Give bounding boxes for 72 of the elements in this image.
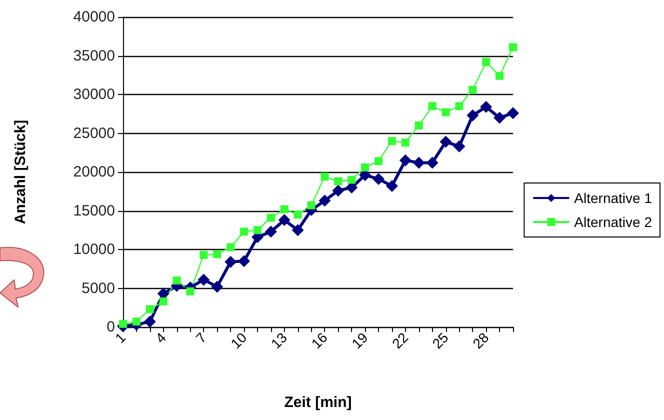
- point: [372, 172, 385, 185]
- point: [399, 154, 412, 166]
- y-tick-label: 30000: [73, 86, 115, 103]
- point: [374, 157, 383, 166]
- point: [172, 276, 181, 284]
- x-tick-label: 7: [192, 329, 210, 346]
- point: [144, 316, 156, 328]
- point: [264, 226, 277, 238]
- point: [482, 58, 490, 66]
- point: [213, 250, 222, 258]
- point: [224, 256, 237, 268]
- y-tick-label: 10000: [73, 241, 115, 258]
- point: [278, 214, 290, 226]
- point: [280, 205, 288, 214]
- point: [466, 109, 479, 122]
- point: [320, 172, 329, 181]
- point: [240, 228, 248, 236]
- y-tick-label: 5000: [82, 280, 115, 297]
- point: [455, 102, 464, 110]
- x-tick-label: 28: [469, 329, 492, 352]
- y-tick-label: 20000: [73, 164, 115, 180]
- point: [428, 102, 436, 110]
- point: [198, 274, 210, 286]
- point: [412, 156, 425, 169]
- point: [211, 280, 224, 293]
- y-tick-label: 25000: [73, 124, 115, 142]
- point: [480, 100, 492, 113]
- point: [361, 163, 370, 172]
- x-axis-title: Zeit [min]: [284, 394, 352, 411]
- point: [442, 108, 450, 116]
- y-axis-title: Anzahl [Stück]: [12, 120, 29, 224]
- legend-label: Alternative 1: [574, 190, 652, 206]
- point: [509, 43, 517, 52]
- point: [292, 224, 304, 236]
- point: [307, 201, 316, 210]
- point: [318, 194, 331, 207]
- point: [200, 250, 208, 259]
- y-tick-label: 40000: [73, 8, 115, 26]
- point: [146, 305, 154, 314]
- x-tick-label: 22: [388, 329, 412, 352]
- point: [294, 210, 302, 219]
- point: [440, 136, 452, 148]
- point: [132, 318, 140, 326]
- point: [186, 287, 194, 296]
- point: [494, 112, 506, 124]
- point: [414, 122, 423, 130]
- y-tick-label: 35000: [73, 47, 115, 64]
- point: [334, 177, 342, 186]
- point: [332, 184, 344, 197]
- x-tick-label: 10: [227, 329, 250, 352]
- point: [507, 107, 519, 120]
- point: [468, 86, 477, 94]
- point: [388, 137, 396, 145]
- point: [348, 176, 356, 184]
- point: [266, 214, 275, 222]
- point: [159, 297, 168, 306]
- point: [401, 138, 410, 147]
- point: [496, 72, 504, 80]
- legend-label: Alternative 2: [574, 214, 652, 230]
- x-tick-label: 4: [152, 329, 170, 346]
- y-tick-label: 15000: [73, 202, 115, 220]
- x-tick-label: 19: [348, 329, 371, 352]
- point: [386, 180, 398, 192]
- point: [426, 156, 438, 169]
- y-tick-label: 0: [106, 318, 115, 336]
- point: [238, 255, 250, 268]
- x-tick-label: 16: [308, 329, 331, 352]
- point: [253, 226, 262, 234]
- point: [226, 243, 235, 252]
- x-tick-label: 25: [429, 329, 452, 352]
- point: [453, 140, 466, 152]
- x-tick-label: 13: [268, 329, 290, 352]
